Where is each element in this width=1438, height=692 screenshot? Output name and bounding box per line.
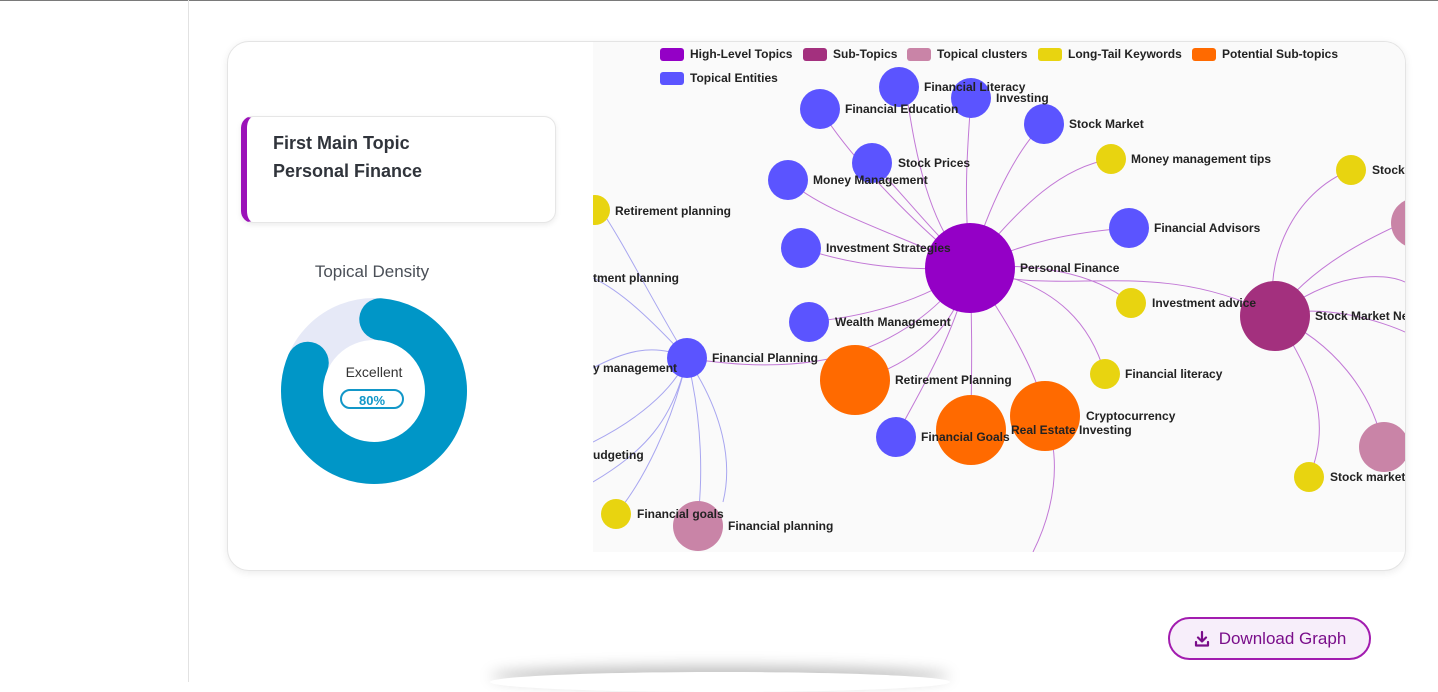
node-financial-literacy[interactable] <box>879 67 919 107</box>
node-investment-strategies[interactable] <box>781 228 821 268</box>
label-money-management-kw: y management <box>593 361 677 375</box>
label-cryptocurrency: Cryptocurrency <box>1086 409 1176 423</box>
edge <box>593 357 688 483</box>
node-stock[interactable] <box>1336 155 1366 185</box>
download-icon <box>1194 630 1209 647</box>
topic-graph-card: First Main Topic Personal Finance Topica… <box>227 41 1406 571</box>
node-stock-market-news[interactable] <box>1240 281 1310 351</box>
label-financial-literacy-kw: Financial literacy <box>1125 367 1223 381</box>
edge <box>686 357 702 526</box>
legend-long-tail-keywords[interactable]: Long-Tail Keywords <box>1038 47 1182 61</box>
legend-label: Potential Sub-topics <box>1222 47 1339 61</box>
donut-progress <box>281 298 467 484</box>
density-percent-badge: 80% <box>340 389 404 409</box>
topic-graph-svg[interactable]: Financial Literacy Investing Financial E… <box>593 42 1405 552</box>
node-retirement-planning[interactable] <box>820 345 890 415</box>
node-retirement-planning-kw[interactable] <box>593 195 610 225</box>
sidebar-divider <box>188 0 189 682</box>
download-graph-button[interactable]: Download Graph <box>1168 617 1371 660</box>
label-money-management: Money Management <box>813 173 928 187</box>
node-cluster-right-bottom[interactable] <box>1359 422 1405 472</box>
label-stock-market-news: Stock Market Ne <box>1315 309 1405 323</box>
label-real-estate-investing: Real Estate Investing <box>1011 423 1132 437</box>
label-stock-market: Stock Market <box>1069 117 1144 131</box>
label-financial-planning-cluster: Financial planning <box>728 519 833 533</box>
label-retirement-planning: Retirement Planning <box>895 373 1012 387</box>
node-cluster-right-top[interactable] <box>1391 198 1405 248</box>
legend-swatch <box>1038 47 1062 61</box>
legend-label: High-Level Topics <box>690 47 793 61</box>
density-status: Excellent <box>345 364 403 380</box>
topic-graph[interactable]: Financial Literacy Investing Financial E… <box>593 42 1405 552</box>
legend-high-level-topics[interactable]: High-Level Topics <box>660 47 792 61</box>
label-stock: Stock <box>1372 163 1405 177</box>
edge <box>686 357 728 503</box>
node-stock-market[interactable] <box>1024 104 1064 144</box>
edge <box>615 357 688 515</box>
node-financial-planning[interactable] <box>667 338 707 378</box>
legend-sub-topics[interactable]: Sub-Topics <box>803 47 897 61</box>
label-financial-literacy: Financial Literacy <box>924 80 1026 94</box>
node-financial-planning-cluster[interactable] <box>673 501 723 551</box>
label-financial-planning: Financial Planning <box>712 351 818 365</box>
legend-label: Topical clusters <box>937 47 1028 61</box>
label-financial-advisors: Financial Advisors <box>1154 221 1261 235</box>
label-budgeting: udgeting <box>593 448 644 462</box>
label-retirement-planning-kw: Retirement planning <box>615 204 731 218</box>
legend-swatch <box>660 47 684 61</box>
label-personal-finance: Personal Finance <box>1020 261 1120 275</box>
legend-swatch <box>907 47 931 61</box>
legend-topical-entities[interactable]: Topical Entities <box>660 71 778 85</box>
label-stock-market-kw: Stock market <box>1330 470 1405 484</box>
legend-label: Long-Tail Keywords <box>1068 47 1182 61</box>
node-money-management-tips[interactable] <box>1096 144 1126 174</box>
label-investment-strategies: Investment Strategies <box>826 241 951 255</box>
top-border <box>0 0 1438 1</box>
main-topic-heading: First Main Topic <box>273 133 410 153</box>
legend-swatch <box>803 47 827 61</box>
label-wealth-management: Wealth Management <box>835 315 951 329</box>
bottom-panel-edge <box>490 672 950 692</box>
label-investing: Investing <box>996 91 1049 105</box>
legend-swatch <box>660 71 684 85</box>
main-topic-card[interactable]: First Main Topic Personal Finance <box>241 116 556 223</box>
node-investment-advice[interactable] <box>1116 288 1146 318</box>
label-stock-prices: Stock Prices <box>898 156 970 170</box>
legend-label: Sub-Topics <box>833 47 898 61</box>
label-financial-education: Financial Education <box>845 102 958 116</box>
legend-potential-sub-topics[interactable]: Potential Sub-topics <box>1192 47 1338 61</box>
edge <box>600 209 688 359</box>
main-topic-name: Personal Finance <box>273 161 423 181</box>
label-money-management-tips: Money management tips <box>1131 152 1271 166</box>
topical-density-donut <box>281 298 467 484</box>
graph-labels: Financial Literacy Investing Financial E… <box>593 80 1405 533</box>
download-button-label: Download Graph <box>1218 628 1347 648</box>
node-cryptocurrency[interactable] <box>1010 381 1080 451</box>
node-money-management[interactable] <box>768 160 808 200</box>
legend-label: Topical Entities <box>690 71 778 85</box>
label-financial-goals-kw: Financial goals <box>637 507 724 521</box>
label-financial-goals: Financial Goals <box>921 430 1010 444</box>
legend-topical-clusters[interactable]: Topical clusters <box>907 47 1027 61</box>
label-investment-advice: Investment advice <box>1152 296 1256 310</box>
node-wealth-management[interactable] <box>789 302 829 342</box>
node-financial-goals[interactable] <box>876 417 916 457</box>
node-financial-literacy-kw[interactable] <box>1090 359 1120 389</box>
node-investing[interactable] <box>951 78 991 118</box>
label-investment-planning: tment planning <box>593 271 679 285</box>
node-financial-education[interactable] <box>800 89 840 129</box>
graph-nodes[interactable] <box>593 67 1405 551</box>
node-financial-goals-kw[interactable] <box>601 499 631 529</box>
node-personal-finance[interactable] <box>925 223 1015 313</box>
legend-swatch <box>1192 47 1216 61</box>
topical-density-title: Topical Density <box>314 262 430 281</box>
node-financial-advisors[interactable] <box>1109 208 1149 248</box>
node-stock-market-kw[interactable] <box>1294 462 1324 492</box>
node-stock-prices[interactable] <box>852 143 892 183</box>
node-real-estate-investing[interactable] <box>936 395 1006 465</box>
